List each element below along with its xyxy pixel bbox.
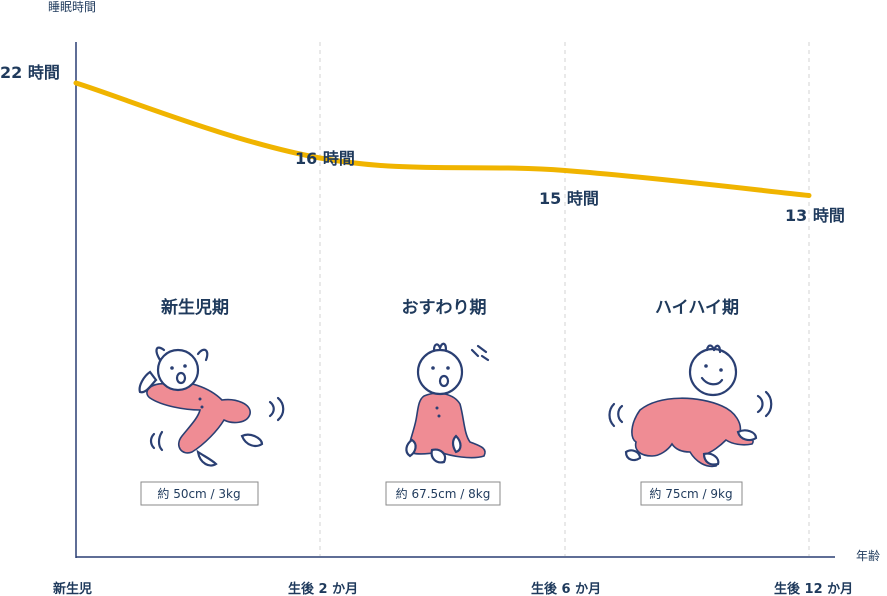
spec-label: 約 75cm / 9kg: [649, 486, 732, 501]
value-label: 13 時間: [785, 206, 845, 225]
series-line: [73, 80, 812, 198]
value-label: 15 時間: [539, 189, 599, 208]
sitting-baby-icon: [405, 342, 490, 464]
spec-label: 約 50cm / 3kg: [157, 486, 240, 501]
spec-box: [385, 481, 501, 506]
stage-title: おすわり期: [402, 298, 487, 318]
stage-title: 新生児期: [161, 297, 229, 318]
x-tick-label: 新生児: [53, 581, 92, 596]
x-axis-title: 年齢: [856, 548, 880, 563]
spec-box: [640, 481, 743, 506]
spec-label: 約 67.5cm / 8kg: [396, 486, 491, 501]
value-label: 16 時間: [295, 149, 355, 168]
stage-title: ハイハイ期: [655, 298, 739, 318]
newborn-baby-icon: [138, 346, 285, 467]
x-tick-label: 生後 12 か月: [774, 581, 853, 596]
x-tick-label: 生後 6 か月: [531, 581, 601, 596]
grid-lines: [319, 42, 810, 556]
value-label: 22 時間: [0, 63, 60, 82]
y-axis-title: 睡眠時間: [48, 0, 96, 14]
crawling-baby-icon: [608, 344, 773, 468]
x-tick-label: 生後 2 か月: [288, 581, 358, 596]
spec-box: [140, 481, 259, 506]
